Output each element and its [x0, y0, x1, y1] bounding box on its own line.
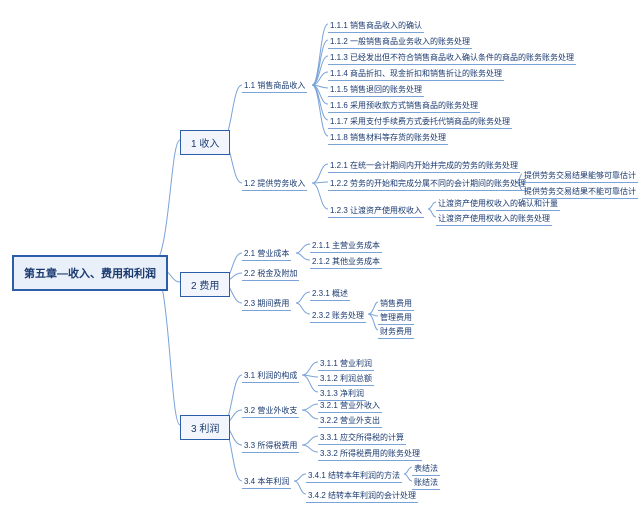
subbranch-node: 3.3 所得税费用: [242, 440, 299, 453]
root-node: 第五章—收入、费用和利润: [12, 255, 168, 291]
leaf-node: 3.2.1 营业外收入: [318, 400, 382, 413]
subbranch-node: 2.3 期间费用: [242, 298, 291, 311]
leaf-node: 2.1.2 其他业务成本: [310, 256, 382, 269]
leaf-node: 让渡资产使用权收入的确认和计量: [436, 198, 560, 211]
leaf-node: 3.4.1 结转本年利润的方法: [306, 470, 402, 483]
leaf-node: 1.1.8 销售材料等存货的账务处理: [328, 132, 448, 145]
leaf-node: 表结法: [412, 463, 440, 476]
leaf-node: 财务费用: [378, 326, 414, 339]
subbranch-node: 3.2 营业外收支: [242, 405, 299, 418]
subbranch-node: 3.1 利润的构成: [242, 370, 299, 383]
leaf-node: 3.3.1 应交所得税的计算: [318, 432, 406, 445]
leaf-node: 1.1.6 采用预收款方式销售商品的账务处理: [328, 100, 480, 113]
subbranch-node: 2.2 税金及附加: [242, 268, 299, 281]
leaf-node: 1.1.5 销售退回的账务处理: [328, 84, 424, 97]
leaf-node: 1.1.3 已经发出但不符合销售商品收入确认条件的商品的账务账务处理: [328, 52, 576, 65]
leaf-node: 1.1.4 商品折扣、现金折扣和销售折让的账务处理: [328, 68, 504, 81]
leaf-node: 管理费用: [378, 312, 414, 325]
leaf-node: 1.2.1 在统一会计期间内开始并完成的劳务的账务处理: [328, 160, 520, 173]
leaf-node: 3.4.2 结转本年利润的会计处理: [306, 490, 418, 503]
leaf-node: 2.3.2 账务处理: [310, 310, 366, 323]
leaf-node: 1.1.2 一般销售商品业务收入的账务处理: [328, 36, 472, 49]
leaf-node: 销售费用: [378, 298, 414, 311]
leaf-node: 1.1.7 采用支付手续费方式委托代销商品的账务处理: [328, 116, 512, 129]
leaf-node: 账结法: [412, 477, 440, 490]
branch-node: 1 收入: [180, 130, 230, 155]
branch-node: 2 费用: [180, 272, 230, 297]
leaf-node: 2.3.1 概述: [310, 288, 350, 301]
subbranch-node: 1.2 提供劳务收入: [242, 178, 307, 191]
leaf-node: 3.1.1 营业利润: [318, 358, 374, 371]
leaf-node: 1.1.1 销售商品收入的确认: [328, 20, 424, 33]
leaf-node: 2.1.1 主营业务成本: [310, 240, 382, 253]
subbranch-node: 1.1 销售商品收入: [242, 80, 307, 93]
leaf-node: 1.2.2 劳务的开始和完成分属不同的会计期间的账务处理: [328, 178, 528, 191]
leaf-node: 3.3.2 所得税费用的账务处理: [318, 448, 422, 461]
leaf-node: 让渡资产使用权收入的账务处理: [436, 213, 552, 226]
branch-node: 3 利润: [180, 415, 230, 440]
leaf-node: 提供劳务交易结果能够可靠估计: [522, 170, 638, 183]
leaf-node: 3.2.2 营业外支出: [318, 415, 382, 428]
leaf-node: 3.1.2 利润总额: [318, 373, 374, 386]
leaf-node: 1.2.3 让渡资产使用权收入: [328, 205, 424, 218]
subbranch-node: 2.1 营业成本: [242, 248, 291, 261]
subbranch-node: 3.4 本年利润: [242, 476, 291, 489]
